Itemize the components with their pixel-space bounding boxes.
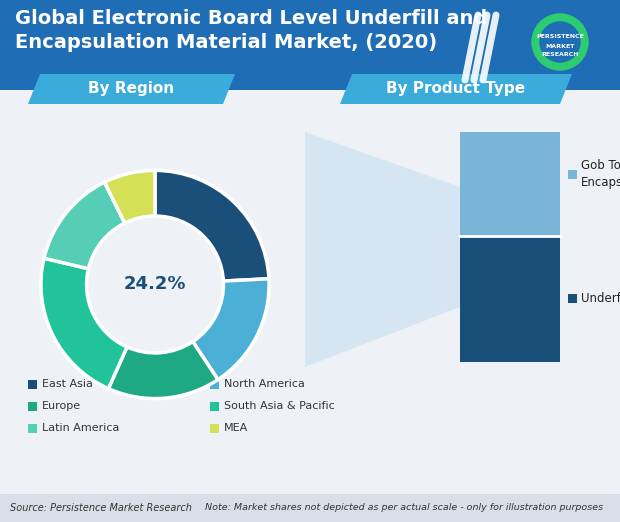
- Text: Global Electronic Board Level Underfill and: Global Electronic Board Level Underfill …: [15, 9, 487, 28]
- Text: South Asia & Pacific: South Asia & Pacific: [224, 401, 335, 411]
- Text: By Product Type: By Product Type: [386, 81, 526, 97]
- FancyBboxPatch shape: [210, 379, 219, 388]
- Text: East Asia: East Asia: [42, 379, 93, 389]
- Text: Underfills: Underfills: [581, 292, 620, 305]
- Text: PERSISTENCE: PERSISTENCE: [536, 34, 584, 40]
- Polygon shape: [305, 132, 460, 367]
- Text: MEA: MEA: [224, 423, 248, 433]
- Text: Europe: Europe: [42, 401, 81, 411]
- Text: Encapsulation Material Market, (2020): Encapsulation Material Market, (2020): [15, 33, 437, 52]
- Text: RESEARCH: RESEARCH: [541, 52, 578, 56]
- Text: 24.2%: 24.2%: [124, 276, 186, 293]
- Text: North America: North America: [224, 379, 305, 389]
- FancyBboxPatch shape: [28, 379, 37, 388]
- FancyBboxPatch shape: [28, 423, 37, 433]
- Circle shape: [532, 14, 588, 70]
- Wedge shape: [193, 279, 269, 379]
- Text: By Region: By Region: [89, 81, 175, 97]
- Polygon shape: [28, 74, 235, 104]
- FancyBboxPatch shape: [210, 423, 219, 433]
- FancyBboxPatch shape: [460, 132, 560, 235]
- FancyBboxPatch shape: [28, 401, 37, 410]
- Wedge shape: [44, 182, 125, 269]
- Text: Note: Market shares not depicted as per actual scale - only for illustration pur: Note: Market shares not depicted as per …: [205, 504, 603, 513]
- Text: MARKET: MARKET: [546, 43, 575, 49]
- Wedge shape: [108, 341, 218, 399]
- Polygon shape: [340, 74, 572, 104]
- FancyBboxPatch shape: [0, 494, 620, 522]
- FancyBboxPatch shape: [460, 235, 560, 362]
- Text: Source: Persistence Market Research: Source: Persistence Market Research: [10, 503, 192, 513]
- FancyBboxPatch shape: [568, 294, 577, 303]
- Text: Latin America: Latin America: [42, 423, 120, 433]
- FancyBboxPatch shape: [210, 401, 219, 410]
- Wedge shape: [41, 258, 127, 388]
- Wedge shape: [155, 170, 269, 281]
- Text: Gob Top
Encapsulations: Gob Top Encapsulations: [581, 159, 620, 189]
- Wedge shape: [105, 170, 155, 223]
- FancyBboxPatch shape: [568, 170, 577, 179]
- Circle shape: [540, 22, 580, 62]
- FancyBboxPatch shape: [0, 0, 620, 90]
